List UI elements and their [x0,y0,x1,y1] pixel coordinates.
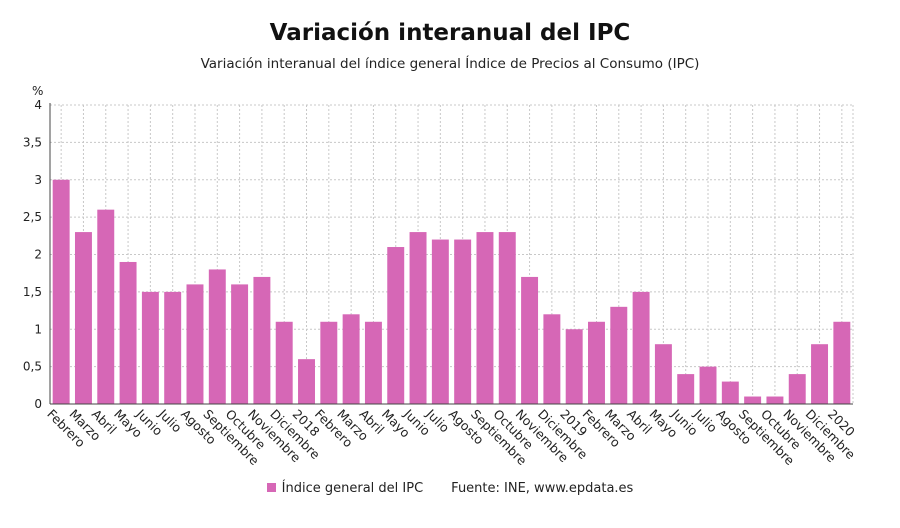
bar [119,261,137,404]
bar [721,381,739,404]
bar [52,179,70,404]
y-axis-label: % [32,84,43,98]
chart-subtitle: Variación interanual del índice general … [200,56,700,72]
bar [699,366,717,404]
y-tick-label: 0,5 [23,360,42,374]
bar [364,321,382,404]
bar [654,344,672,404]
source-note: Fuente: INE, www.epdata.es [451,481,634,496]
chart-title: Variación interanual del IPC [269,20,631,46]
y-tick-label: 3,5 [23,135,42,149]
y-tick-labels: 0 0,5 1 1,5 2 2,5 3 3,5 4 [23,98,42,411]
bar [811,344,829,404]
bar [588,321,605,404]
y-tick-label: 4 [34,98,42,112]
bars [52,179,851,404]
y-tick-label: 2 [34,248,42,262]
bar [275,321,293,404]
legend-label: Índice general del IPC [281,481,424,496]
y-tick-label: 1 [34,322,42,336]
bar [141,291,159,404]
bar [342,314,360,404]
bar [632,291,650,404]
bar [387,247,405,404]
x-tick-labels: FebreroMarzoAbrilMayoJunioJulioAgostoSep… [44,406,858,469]
bar [186,284,204,404]
bar [298,359,315,404]
bar [74,232,92,404]
y-tick-label: 1,5 [23,285,42,299]
bar [610,306,628,404]
bar [521,276,539,404]
bar [476,232,494,404]
bar [320,321,338,404]
legend: Índice general del IPC Fuente: INE, www.e… [0,481,900,496]
bar [454,239,472,404]
bar [677,374,695,404]
bar [253,276,271,404]
bar [231,284,249,404]
bar [498,232,516,404]
bar [409,232,427,404]
bar [543,314,561,404]
bar [766,396,784,404]
bar [833,321,851,404]
y-tick-label: 2,5 [23,210,42,224]
bar [788,374,806,404]
bar [208,269,226,404]
legend-swatch [266,483,276,492]
axes [49,103,853,405]
bar [97,209,115,404]
y-tick-label: 3 [34,173,42,187]
bar [164,291,182,404]
grid-lines [50,104,854,404]
bar [565,329,583,404]
y-tick-label: 0 [34,397,42,411]
bar [744,396,762,404]
bar [431,239,449,404]
